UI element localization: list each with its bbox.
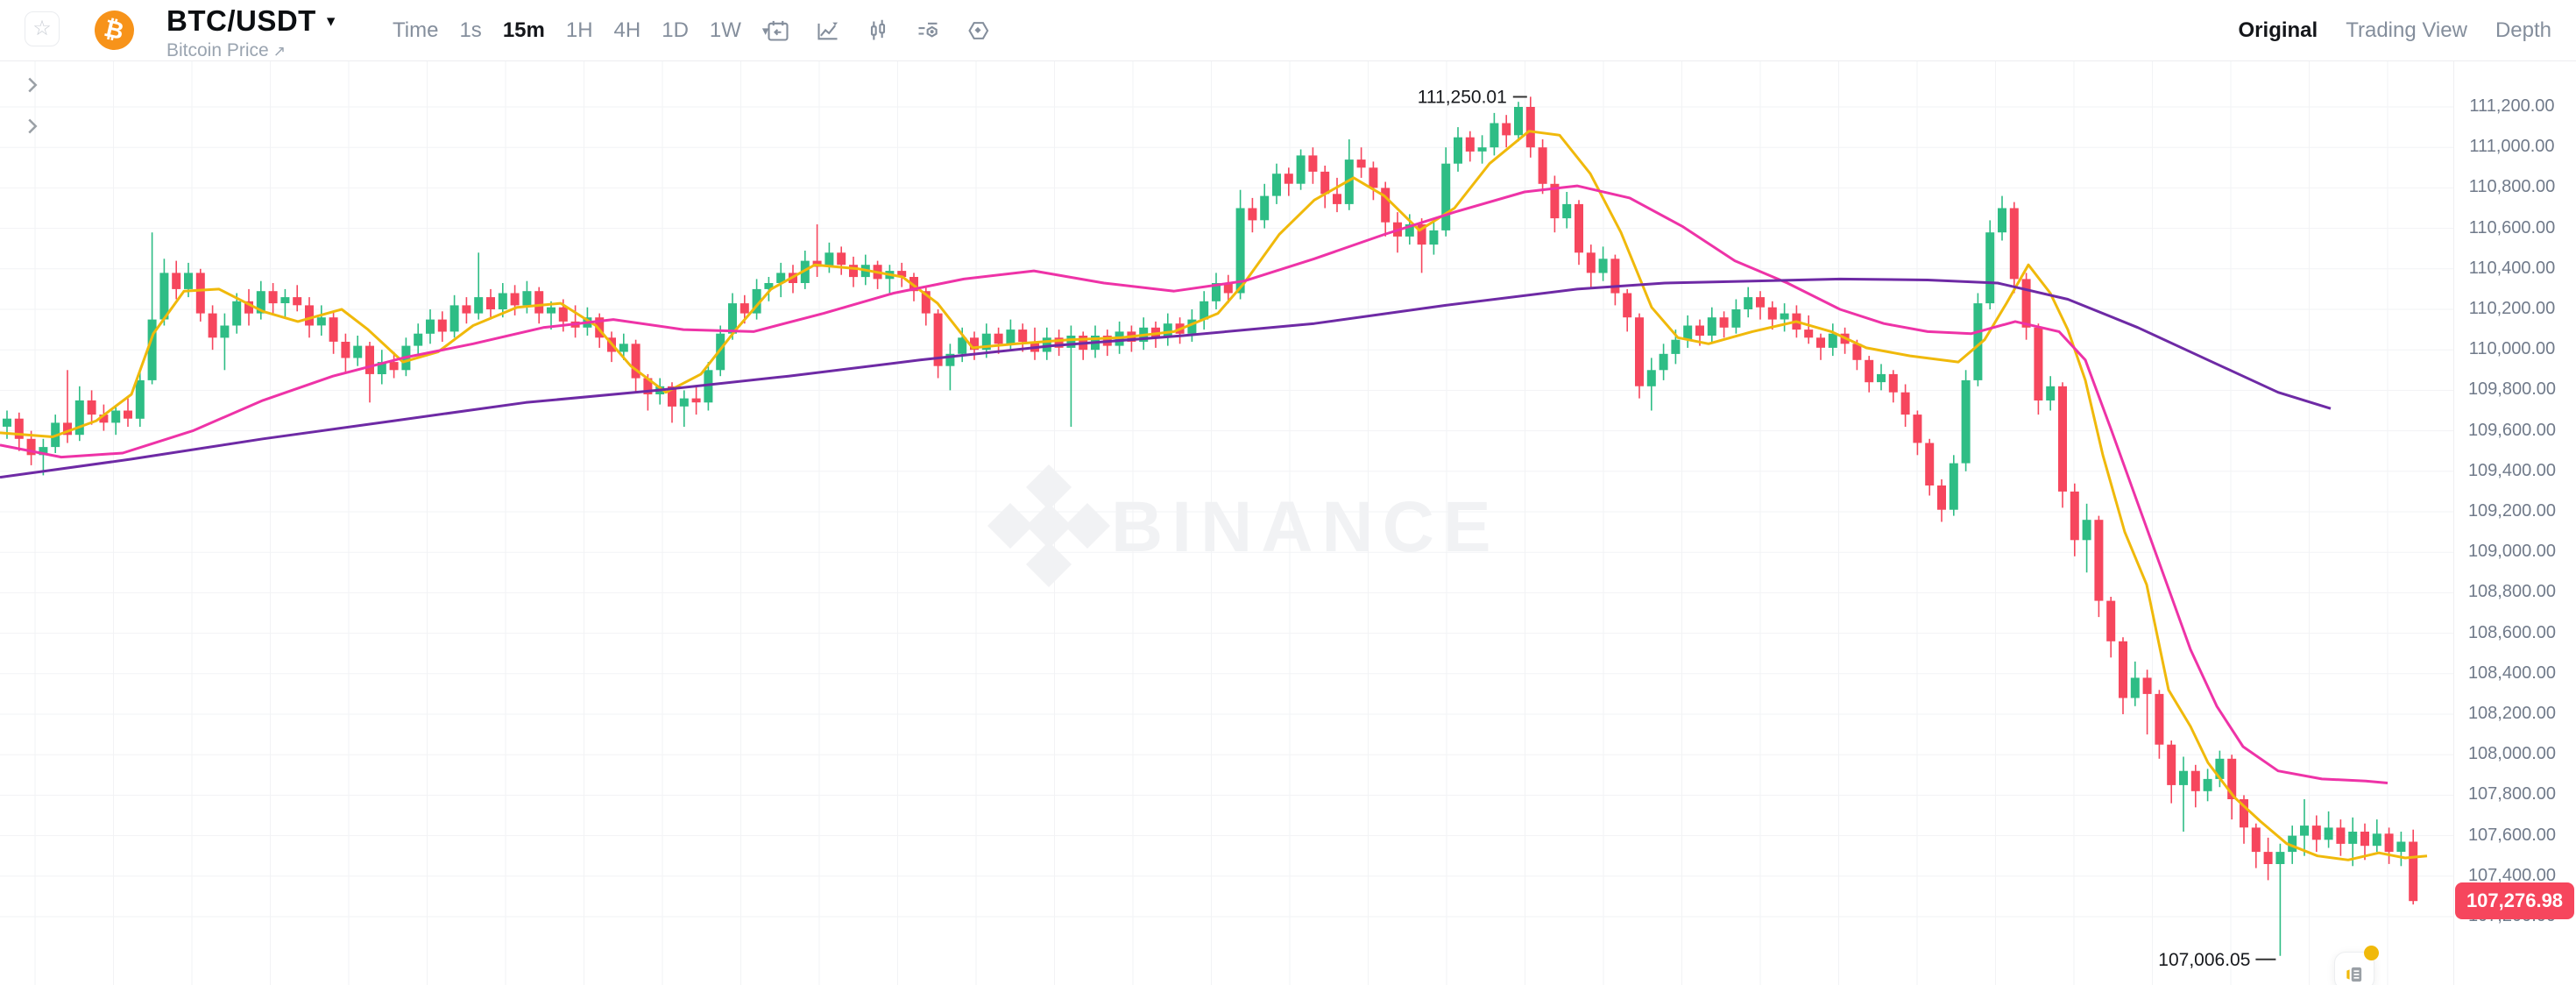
price-axis-label: 111,200.00	[2469, 96, 2555, 116]
price-axis-label: 110,400.00	[2468, 258, 2556, 278]
news-icon	[2346, 967, 2362, 981]
price-axis-label: 109,600.00	[2467, 420, 2557, 440]
view-tab-original[interactable]: Original	[2238, 18, 2318, 42]
price-axis-label: 110,000.00	[2468, 339, 2556, 359]
chart-header: ☆ ₿ BTC/USDT ▾ Bitcoin Price ↗ Time 1s 15m 1…	[0, 0, 2576, 61]
svg-text:107,006.05: 107,006.05	[2158, 950, 2250, 970]
chart-type-icon[interactable]	[816, 18, 840, 43]
interval-tab-15m[interactable]: 15m	[502, 18, 545, 42]
expand-panel-button-2[interactable]	[19, 113, 46, 139]
expand-panel-button-1[interactable]	[19, 72, 46, 98]
more-intervals-caret-icon[interactable]: ▾	[761, 24, 769, 39]
view-tab-trading-view[interactable]: Trading View	[2346, 18, 2467, 42]
view-mode-tabs: Original Trading View Depth	[2239, 0, 2551, 61]
price-axis-label: 107,400.00	[2467, 865, 2557, 885]
interval-tab-4h[interactable]: 4H	[613, 18, 641, 42]
chart-toolbar	[766, 0, 990, 61]
price-axis-label: 109,800.00	[2467, 379, 2557, 400]
price-axis-label: 109,400.00	[2467, 460, 2557, 480]
price-axis-label: 111,000.00	[2469, 137, 2555, 157]
symbol-subtitle: Bitcoin Price	[166, 40, 269, 60]
candlestick-chart[interactable]: BINANCE 111,250.01 107,006.05	[0, 61, 2453, 985]
interval-tab-1w[interactable]: 1W	[709, 18, 741, 42]
notification-dot	[2364, 946, 2379, 960]
last-price-badge: 107,276.98	[2455, 882, 2574, 919]
symbol-subtitle-link[interactable]: Bitcoin Price ↗	[166, 40, 335, 61]
chevron-right-icon	[28, 118, 38, 134]
price-axis[interactable]: 111,200.00 111,000.00 110,800.00 110,600.00…	[2453, 61, 2576, 985]
price-axis-label: 108,000.00	[2467, 744, 2557, 764]
chevron-down-icon: ▾	[326, 11, 336, 31]
price-axis-label: 108,600.00	[2467, 622, 2557, 642]
svg-text:111,250.01: 111,250.01	[1418, 87, 1507, 107]
badge-settings-icon[interactable]	[966, 18, 990, 43]
price-axis-label: 107,800.00	[2467, 784, 2557, 804]
interval-tab-1h[interactable]: 1H	[565, 18, 593, 42]
interval-tab-1d[interactable]: 1D	[662, 18, 689, 42]
star-icon: ☆	[32, 17, 52, 40]
chevron-right-icon	[28, 77, 38, 93]
interval-tab-time[interactable]: Time	[393, 18, 439, 42]
price-axis-label: 108,200.00	[2467, 704, 2557, 723]
price-axis-label: 107,600.00	[2467, 825, 2557, 845]
bitcoin-logo: ₿	[95, 11, 134, 50]
interval-tabs: Time 1s 15m 1H 4H 1D 1W ▾	[393, 0, 768, 61]
svg-text:BINANCE: BINANCE	[1111, 487, 1500, 567]
price-axis-label: 110,600.00	[2468, 217, 2556, 237]
view-tab-depth[interactable]: Depth	[2495, 18, 2551, 42]
price-axis-label: 108,800.00	[2467, 582, 2557, 602]
external-link-icon: ↗	[272, 43, 286, 60]
symbol-selector[interactable]: BTC/USDT ▾ Bitcoin Price ↗	[166, 4, 335, 61]
price-axis-label: 110,800.00	[2468, 177, 2556, 197]
symbol-title: BTC/USDT	[166, 4, 316, 37]
news-button[interactable]	[2334, 946, 2379, 985]
candlestick-icon[interactable]	[866, 18, 890, 43]
chart-area[interactable]: BINANCE 111,250.01 107,006.05 111,200.00 11…	[0, 61, 2576, 985]
indicator-settings-icon[interactable]	[916, 18, 940, 43]
calendar-history-icon[interactable]	[766, 18, 790, 43]
price-axis-label: 109,200.00	[2467, 501, 2557, 521]
price-axis-label: 109,000.00	[2467, 542, 2557, 562]
interval-tab-1s[interactable]: 1s	[459, 18, 482, 42]
bitcoin-icon: ₿	[102, 14, 127, 46]
price-axis-label: 108,400.00	[2467, 663, 2557, 683]
favorite-button[interactable]: ☆	[25, 11, 60, 46]
price-axis-label: 110,200.00	[2468, 299, 2556, 318]
